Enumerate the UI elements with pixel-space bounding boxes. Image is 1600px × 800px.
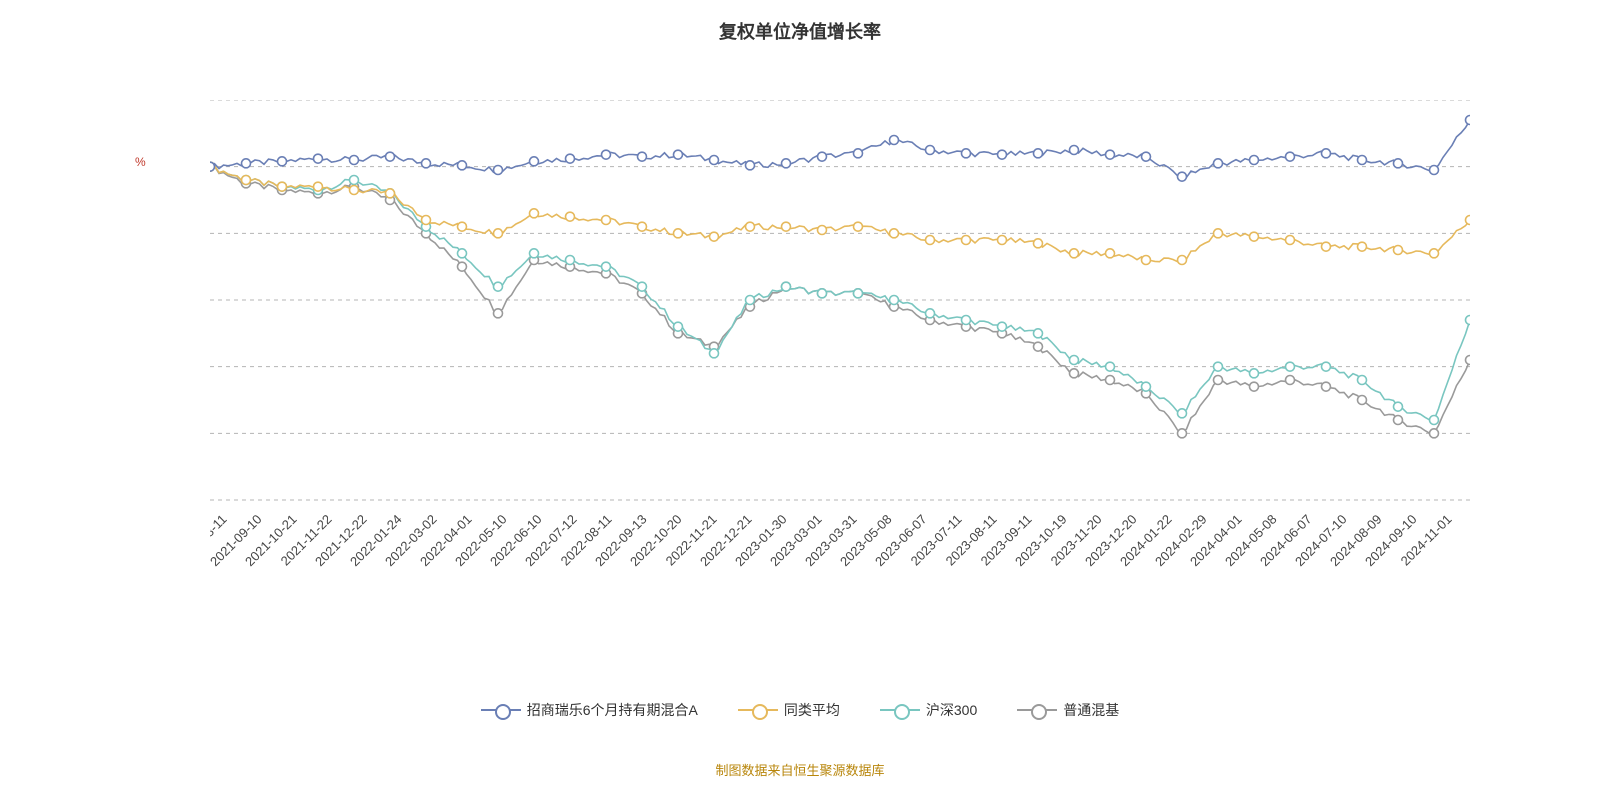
legend-item: 普通混基	[1017, 700, 1119, 720]
plot-area: -50-40-30-20-1001002021-08-112021-09-102…	[210, 100, 1470, 680]
legend-item: 同类平均	[738, 700, 840, 720]
legend-item: 招商瑞乐6个月持有期混合A	[481, 700, 698, 720]
legend-item: 沪深300	[880, 700, 977, 720]
chart-container: 复权单位净值增长率 % -50-40-30-20-1001002021-08-1…	[0, 0, 1600, 800]
legend-label: 招商瑞乐6个月持有期混合A	[527, 700, 698, 720]
chart-title: 复权单位净值增长率	[0, 0, 1600, 44]
y-axis-label: %	[135, 155, 146, 169]
footer-note: 制图数据来自恒生聚源数据库	[0, 760, 1600, 779]
legend-label: 普通混基	[1063, 700, 1119, 720]
legend-label: 同类平均	[784, 700, 840, 720]
legend-label: 沪深300	[926, 700, 977, 720]
legend: 招商瑞乐6个月持有期混合A 同类平均 沪深300 普通混基	[0, 700, 1600, 720]
